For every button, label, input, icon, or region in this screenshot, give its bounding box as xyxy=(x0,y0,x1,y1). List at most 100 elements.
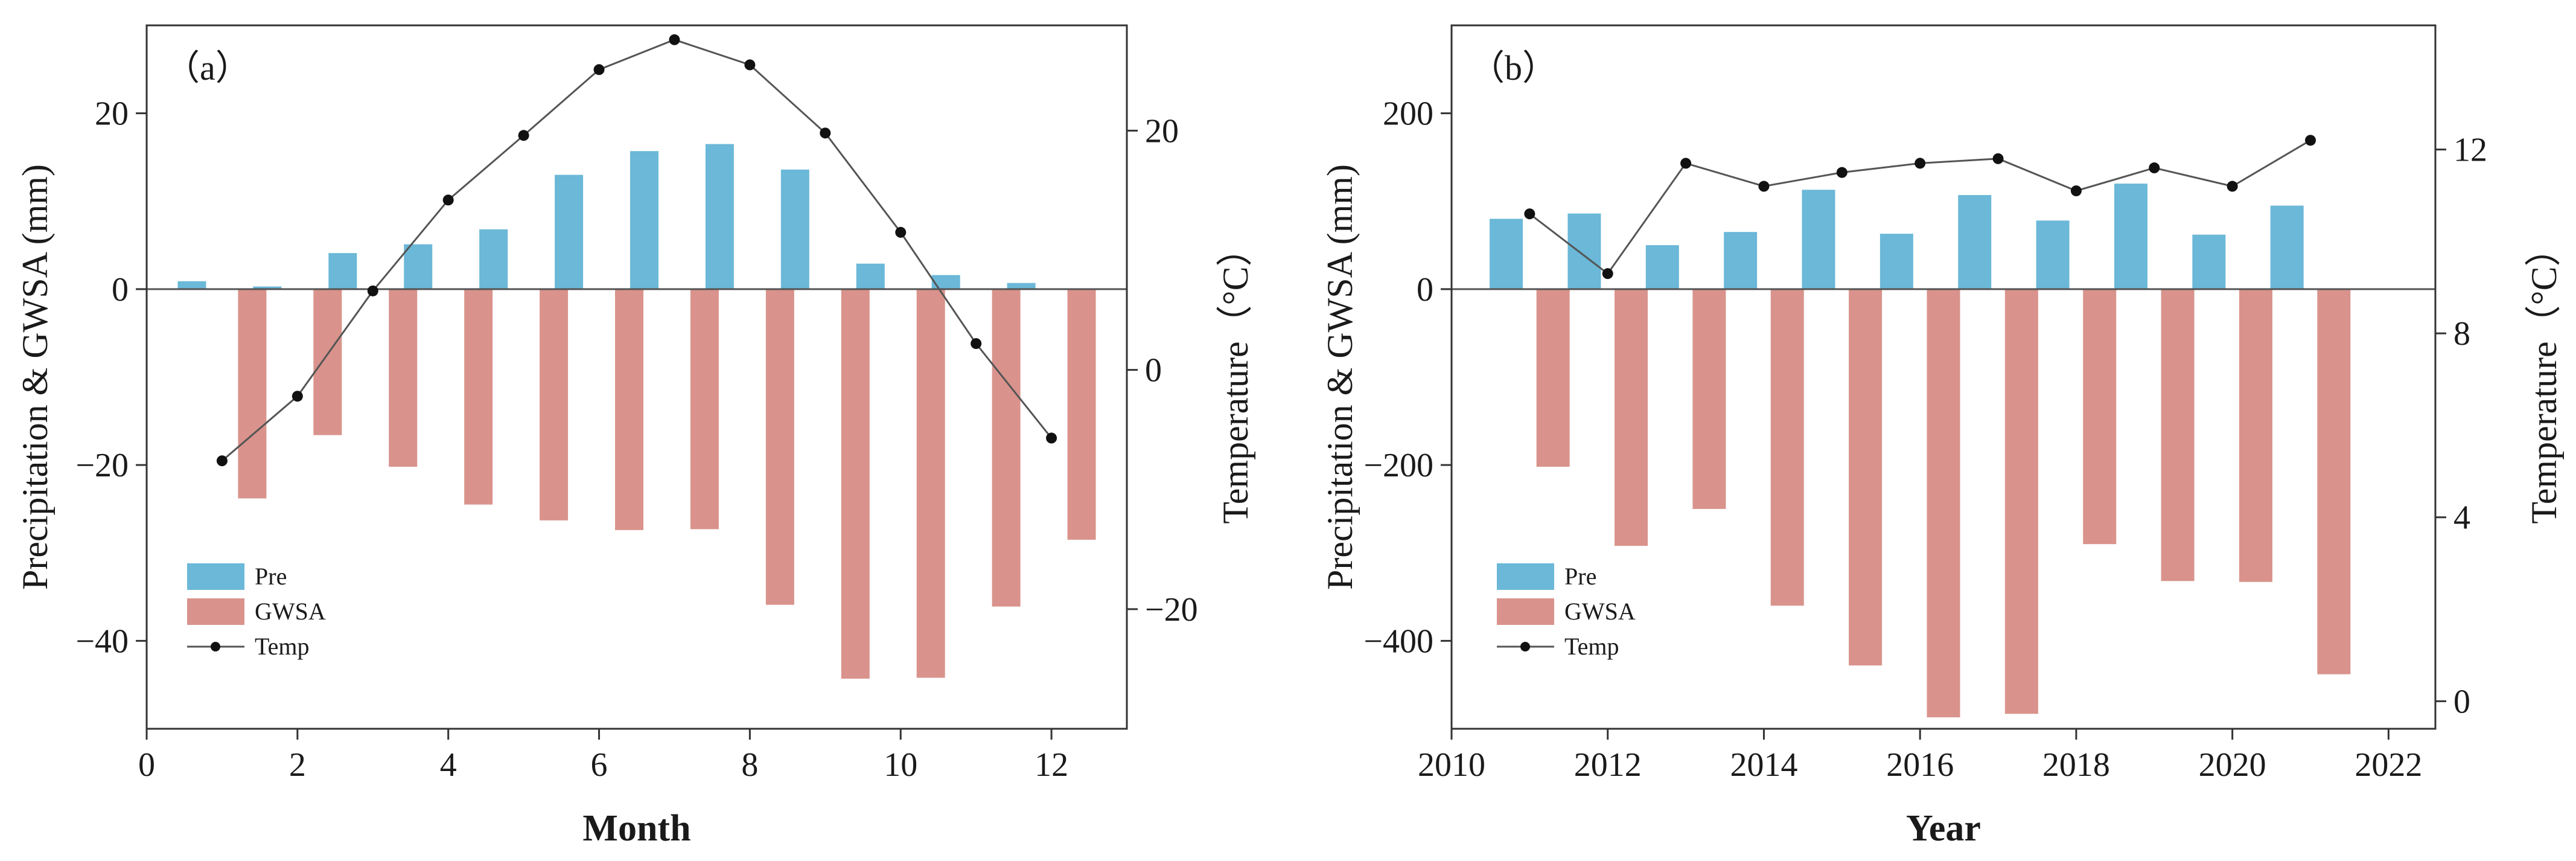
legend-label-temp: Temp xyxy=(1564,633,1619,660)
legend-label-gwsa: GWSA xyxy=(255,598,326,625)
y2-axis-title: Temperature（°C） xyxy=(2524,230,2564,523)
gwsa-bar xyxy=(2083,289,2117,545)
gwsa-bar xyxy=(2317,289,2351,674)
temp-marker xyxy=(367,285,378,296)
pre-bar xyxy=(1007,283,1036,289)
pre-bar xyxy=(1567,213,1601,289)
temp-marker xyxy=(2149,162,2160,174)
x-tick-label: 8 xyxy=(741,746,758,784)
temp-marker xyxy=(292,391,303,402)
gwsa-bar xyxy=(2239,289,2272,582)
pre-bar xyxy=(931,275,960,289)
x-axis-title: Month xyxy=(582,808,690,849)
y-tick-label: 0 xyxy=(112,271,129,309)
pre-bar xyxy=(780,169,809,289)
gwsa-bar xyxy=(1692,289,1726,509)
y2-tick-label: 20 xyxy=(1145,112,1179,150)
legend-label-pre: Pre xyxy=(255,563,287,590)
pre-bar xyxy=(479,229,508,289)
y-tick-label: 200 xyxy=(1383,95,1433,133)
plot-frame xyxy=(145,24,1128,730)
temp-marker xyxy=(1758,181,1770,192)
gwsa-bar xyxy=(464,289,493,505)
gwsa-bar xyxy=(313,289,342,435)
pre-bar xyxy=(2036,220,2070,289)
y-tick-label: −400 xyxy=(1363,623,1433,660)
temp-marker xyxy=(593,64,605,75)
temp-marker xyxy=(1046,432,1057,444)
pre-bar xyxy=(177,281,206,289)
legend-label-pre: Pre xyxy=(1564,563,1596,590)
pre-bar xyxy=(1802,190,1835,289)
y-axis-title: Precipitation & GWSA (mm) xyxy=(15,164,55,590)
panel-b-precip-gwsa-by-year: 2010 2012 2014 2016 2018 2020 2022 −400 −200 0 200… xyxy=(1320,24,2564,849)
pre-bar xyxy=(2114,184,2147,289)
y2-tick-label: 8 xyxy=(2453,315,2470,353)
temp-marker xyxy=(1914,158,1926,169)
pre-bar xyxy=(328,253,357,289)
temp-marker xyxy=(669,34,680,45)
temp-marker xyxy=(442,194,454,206)
gwsa-bar xyxy=(1927,289,1960,718)
x-tick-label: 10 xyxy=(884,746,917,784)
temp-marker xyxy=(518,130,529,141)
x-tick-label: 6 xyxy=(591,746,608,784)
gwsa-bar xyxy=(690,289,719,530)
gwsa-bar xyxy=(1849,289,1883,666)
temp-marker xyxy=(2227,181,2238,192)
gwsa-bar xyxy=(1615,289,1648,546)
y2-tick-label: 0 xyxy=(2453,683,2470,720)
legend-swatch-gwsa xyxy=(1497,598,1554,625)
legend-swatch-temp-marker xyxy=(1520,642,1530,651)
pre-bar xyxy=(253,286,282,289)
legend-swatch-pre xyxy=(1497,563,1554,590)
y2-axis-title: Temperature（°C） xyxy=(1216,230,1255,523)
temp-marker xyxy=(1524,208,1535,220)
pre-bar xyxy=(1958,195,1992,289)
y2-tick-label: −20 xyxy=(1145,591,1198,629)
y-axis-title: Precipitation & GWSA (mm) xyxy=(1320,164,1360,590)
pre-bar xyxy=(555,174,584,289)
pre-bar xyxy=(404,244,433,289)
temp-marker xyxy=(1602,268,1613,280)
x-tick-label: 0 xyxy=(138,746,155,784)
y-tick-label: −20 xyxy=(75,447,129,484)
gwsa-bar xyxy=(1770,289,1804,606)
y-tick-label: −200 xyxy=(1363,447,1433,484)
legend-swatch-gwsa xyxy=(187,598,244,625)
y2-tick-label: 4 xyxy=(2453,499,2470,537)
pre-bar xyxy=(2192,234,2226,289)
temp-marker xyxy=(2070,185,2082,197)
temp-marker xyxy=(1992,153,2004,164)
gwsa-bar xyxy=(615,289,644,530)
temp-marker xyxy=(2305,135,2316,146)
x-tick-label: 2018 xyxy=(2042,746,2110,784)
gwsa-bar xyxy=(2004,289,2038,714)
temp-marker xyxy=(971,338,982,350)
x-tick-label: 2022 xyxy=(2354,746,2422,784)
temp-marker xyxy=(216,455,228,467)
x-tick-label: 12 xyxy=(1035,746,1068,784)
gwsa-bar xyxy=(916,289,945,678)
panel-label: （a） xyxy=(165,48,250,88)
x-tick-label: 2016 xyxy=(1886,746,1954,784)
temp-marker xyxy=(744,59,756,71)
x-tick-label: 2010 xyxy=(1418,746,1485,784)
gwsa-bar xyxy=(389,289,418,467)
pre-bar xyxy=(1879,234,1913,289)
panel-label: （b） xyxy=(1470,48,1557,88)
legend-label-temp: Temp xyxy=(255,633,310,660)
pre-bar xyxy=(2270,205,2304,289)
pre-bar xyxy=(705,144,734,289)
x-tick-label: 4 xyxy=(440,746,457,784)
plot-frame xyxy=(1450,24,2437,730)
gwsa-bar xyxy=(1536,289,1570,467)
x-axis-title: Year xyxy=(1906,808,1981,849)
y2-tick-label: 12 xyxy=(2453,132,2487,169)
temp-line xyxy=(221,39,1053,462)
pre-bar xyxy=(630,151,658,289)
gwsa-bar xyxy=(841,289,870,679)
y-tick-label: −40 xyxy=(75,623,129,660)
gwsa-bar xyxy=(540,289,569,520)
